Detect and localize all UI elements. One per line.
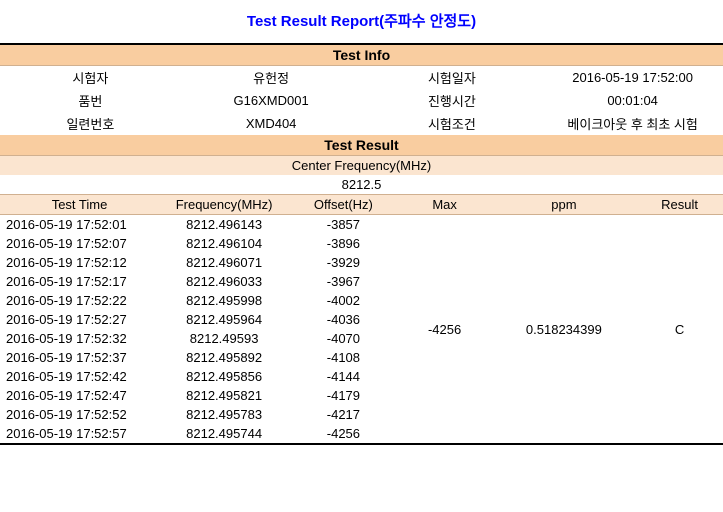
info-cell: 유헌정: [181, 66, 362, 89]
test-info-header: Test Info: [0, 45, 723, 66]
col-test-time: Test Time: [0, 195, 159, 215]
cell-offset: -4070: [289, 329, 397, 348]
center-frequency-value: 8212.5: [0, 175, 723, 194]
col-ppm: ppm: [492, 195, 637, 215]
cell-frequency: 8212.495892: [159, 348, 289, 367]
cell-max: -4256: [398, 215, 492, 445]
cell-frequency: 8212.495856: [159, 367, 289, 386]
cell-test-time: 2016-05-19 17:52:37: [0, 348, 159, 367]
info-cell: 일련번호: [0, 112, 181, 135]
report-title: Test Result Report(주파수 안정도): [0, 0, 723, 45]
cell-offset: -4256: [289, 424, 397, 444]
info-row: 시험자유헌정시험일자2016-05-19 17:52:00: [0, 66, 723, 89]
cell-test-time: 2016-05-19 17:52:42: [0, 367, 159, 386]
info-cell: XMD404: [181, 112, 362, 135]
cell-frequency: 8212.495744: [159, 424, 289, 444]
cell-test-time: 2016-05-19 17:52:22: [0, 291, 159, 310]
cell-frequency: 8212.49593: [159, 329, 289, 348]
info-cell: 시험자: [0, 66, 181, 89]
info-cell: G16XMD001: [181, 89, 362, 112]
cell-test-time: 2016-05-19 17:52:01: [0, 215, 159, 235]
info-cell: 2016-05-19 17:52:00: [542, 66, 723, 89]
cell-frequency: 8212.495783: [159, 405, 289, 424]
cell-offset: -3896: [289, 234, 397, 253]
cell-offset: -4036: [289, 310, 397, 329]
col-max: Max: [398, 195, 492, 215]
cell-result: C: [636, 215, 723, 445]
cell-test-time: 2016-05-19 17:52:47: [0, 386, 159, 405]
cell-frequency: 8212.496071: [159, 253, 289, 272]
cell-offset: -4002: [289, 291, 397, 310]
info-cell: 시험일자: [362, 66, 543, 89]
test-info-table: 시험자유헌정시험일자2016-05-19 17:52:00품번G16XMD001…: [0, 66, 723, 135]
cell-frequency: 8212.495964: [159, 310, 289, 329]
cell-test-time: 2016-05-19 17:52:27: [0, 310, 159, 329]
center-frequency-label: Center Frequency(MHz): [0, 156, 723, 175]
cell-offset: -4179: [289, 386, 397, 405]
info-row: 일련번호XMD404시험조건베이크아웃 후 최초 시험: [0, 112, 723, 135]
cell-frequency: 8212.495821: [159, 386, 289, 405]
info-row: 품번G16XMD001진행시간00:01:04: [0, 89, 723, 112]
cell-test-time: 2016-05-19 17:52:12: [0, 253, 159, 272]
cell-test-time: 2016-05-19 17:52:17: [0, 272, 159, 291]
col-offset: Offset(Hz): [289, 195, 397, 215]
cell-ppm: 0.518234399: [492, 215, 637, 445]
cell-offset: -3967: [289, 272, 397, 291]
cell-offset: -3929: [289, 253, 397, 272]
cell-offset: -3857: [289, 215, 397, 235]
cell-offset: -4108: [289, 348, 397, 367]
table-row: 2016-05-19 17:52:018212.496143-3857-4256…: [0, 215, 723, 235]
cell-test-time: 2016-05-19 17:52:07: [0, 234, 159, 253]
cell-frequency: 8212.496104: [159, 234, 289, 253]
info-cell: 베이크아웃 후 최초 시험: [542, 112, 723, 135]
cell-offset: -4144: [289, 367, 397, 386]
cell-test-time: 2016-05-19 17:52:57: [0, 424, 159, 444]
test-result-header: Test Result: [0, 135, 723, 156]
info-cell: 00:01:04: [542, 89, 723, 112]
cell-frequency: 8212.495998: [159, 291, 289, 310]
info-cell: 시험조건: [362, 112, 543, 135]
col-result: Result: [636, 195, 723, 215]
cell-test-time: 2016-05-19 17:52:32: [0, 329, 159, 348]
cell-frequency: 8212.496143: [159, 215, 289, 235]
cell-offset: -4217: [289, 405, 397, 424]
info-cell: 진행시간: [362, 89, 543, 112]
col-frequency: Frequency(MHz): [159, 195, 289, 215]
cell-test-time: 2016-05-19 17:52:52: [0, 405, 159, 424]
result-data-table: Test Time Frequency(MHz) Offset(Hz) Max …: [0, 194, 723, 445]
cell-frequency: 8212.496033: [159, 272, 289, 291]
info-cell: 품번: [0, 89, 181, 112]
